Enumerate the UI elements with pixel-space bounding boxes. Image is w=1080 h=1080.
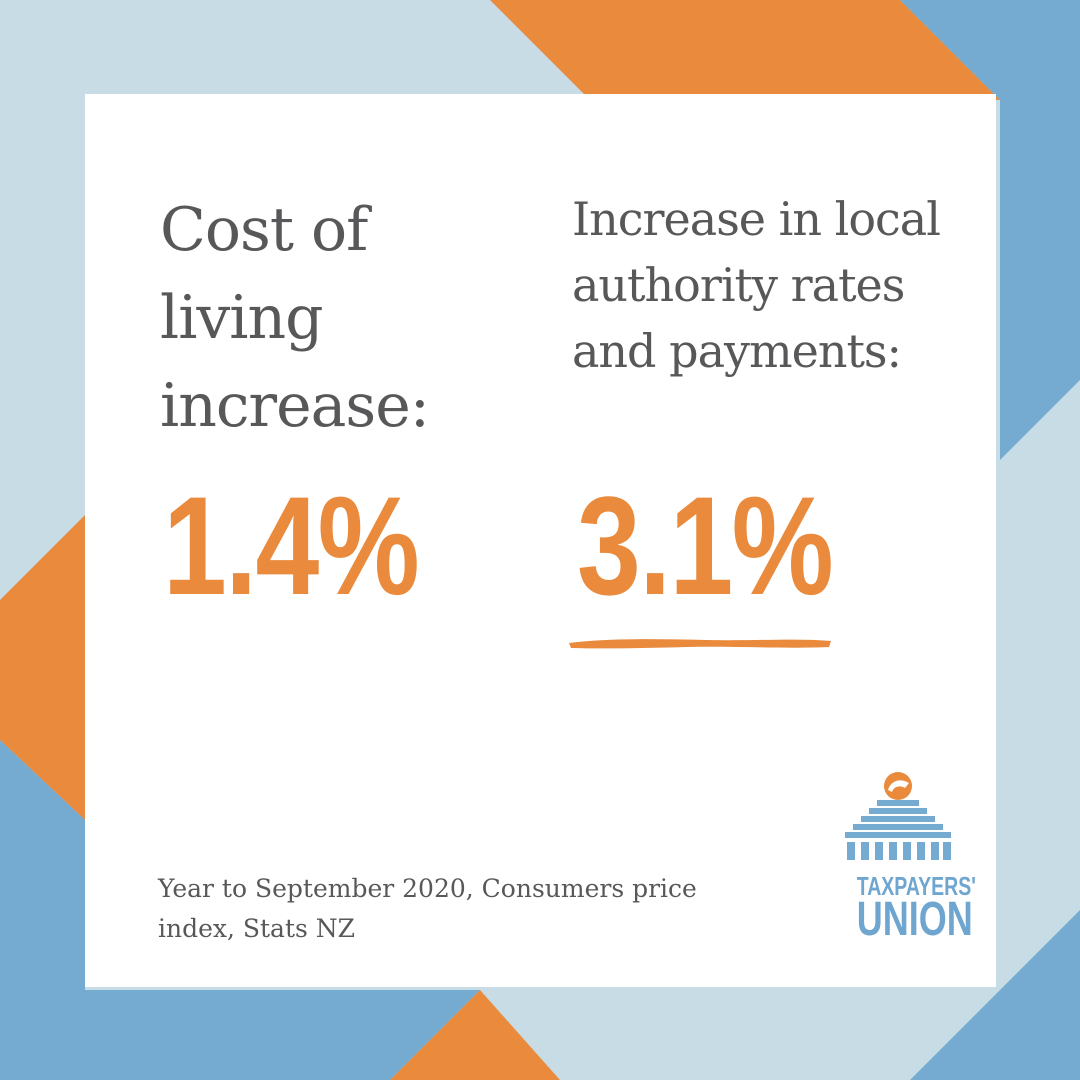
source-note: Year to September 2020, Consumers price … [158,874,697,943]
rates-increase-value: 3.1% [577,467,834,624]
content-card: Cost of living increase: 1.4% Increase i… [85,94,996,987]
brush-underline [569,639,831,649]
cost-of-living-label: Cost of living increase: [160,195,430,441]
cost-of-living-value: 1.4% [163,467,420,624]
taxpayers-union-logo: TAXPAYERS' UNION [843,770,976,946]
rates-increase-label: Increase in local authority rates and pa… [572,192,941,378]
parliament-building-icon [845,772,951,860]
logo-text-union: UNION [856,893,973,946]
